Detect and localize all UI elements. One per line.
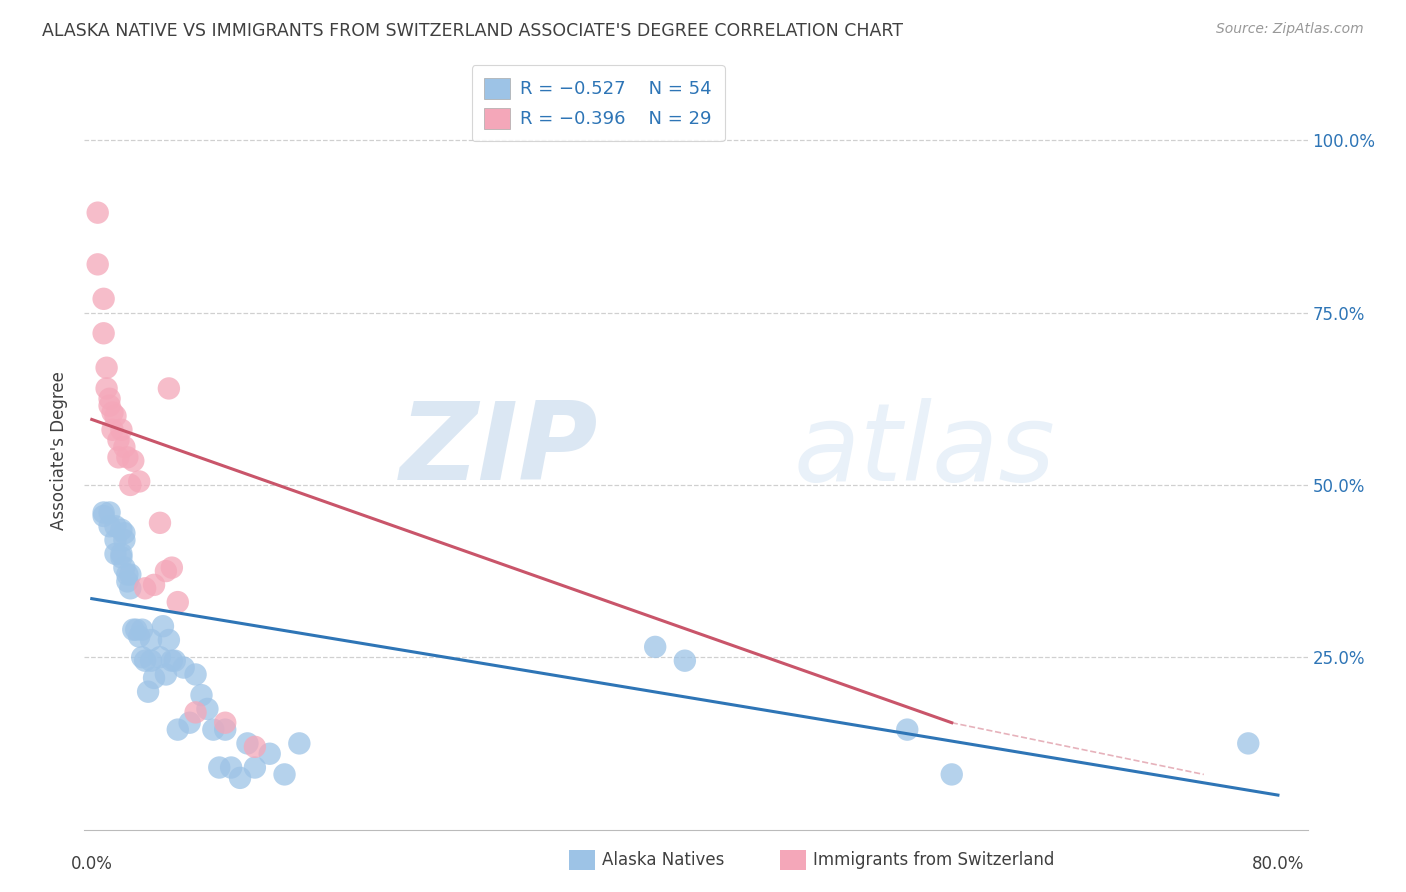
Point — [155, 564, 177, 578]
Point — [112, 440, 135, 454]
Point — [896, 723, 918, 737]
Text: Source: ZipAtlas.com: Source: ZipAtlas.com — [1216, 22, 1364, 37]
Point — [197, 702, 219, 716]
Point — [120, 582, 142, 596]
Point — [117, 450, 139, 465]
Point — [110, 547, 132, 561]
Point — [273, 767, 295, 781]
Point — [160, 560, 183, 574]
Point — [86, 257, 108, 271]
Point — [143, 578, 166, 592]
Point — [190, 688, 212, 702]
Point — [173, 660, 195, 674]
Point — [160, 654, 183, 668]
Point — [134, 654, 156, 668]
Point — [163, 654, 186, 668]
Point — [208, 760, 231, 774]
Point — [1237, 736, 1260, 750]
Point — [149, 516, 172, 530]
Text: 0.0%: 0.0% — [70, 855, 112, 872]
Point — [112, 533, 135, 547]
Point — [122, 454, 145, 468]
Point — [125, 623, 148, 637]
Point — [101, 406, 124, 420]
Point — [157, 381, 180, 395]
Point — [157, 633, 180, 648]
Point — [166, 723, 188, 737]
Point — [941, 767, 963, 781]
Point — [179, 715, 201, 730]
Point — [214, 723, 236, 737]
Point — [104, 547, 127, 561]
Point — [120, 567, 142, 582]
Point — [202, 723, 225, 737]
Legend: R = −0.527    N = 54, R = −0.396    N = 29: R = −0.527 N = 54, R = −0.396 N = 29 — [471, 65, 724, 141]
Text: atlas: atlas — [794, 398, 1056, 503]
Point — [96, 381, 118, 395]
Point — [136, 684, 159, 698]
Point — [110, 523, 132, 537]
Point — [120, 478, 142, 492]
Point — [112, 526, 135, 541]
Y-axis label: Associate's Degree: Associate's Degree — [51, 371, 69, 530]
Point — [184, 667, 207, 681]
Point — [152, 619, 174, 633]
Point — [149, 650, 172, 665]
Point — [96, 360, 118, 375]
Point — [166, 595, 188, 609]
Point — [184, 706, 207, 720]
Point — [243, 760, 266, 774]
Point — [128, 475, 150, 489]
Text: 80.0%: 80.0% — [1251, 855, 1305, 872]
Point — [134, 582, 156, 596]
Point — [131, 623, 153, 637]
Point — [98, 392, 121, 406]
Point — [117, 574, 139, 589]
Point — [107, 450, 129, 465]
Point — [112, 560, 135, 574]
Text: ALASKA NATIVE VS IMMIGRANTS FROM SWITZERLAND ASSOCIATE'S DEGREE CORRELATION CHAR: ALASKA NATIVE VS IMMIGRANTS FROM SWITZER… — [42, 22, 903, 40]
Point — [243, 739, 266, 754]
Point — [214, 715, 236, 730]
Point — [117, 567, 139, 582]
Point — [128, 630, 150, 644]
Point — [110, 423, 132, 437]
Point — [259, 747, 281, 761]
Point — [236, 736, 259, 750]
Point — [98, 399, 121, 413]
Point — [110, 550, 132, 565]
Point — [288, 736, 311, 750]
Point — [93, 292, 115, 306]
Point — [219, 760, 242, 774]
Text: Alaska Natives: Alaska Natives — [602, 851, 724, 869]
Point — [673, 654, 696, 668]
Point — [644, 640, 666, 654]
Point — [107, 433, 129, 447]
Point — [86, 205, 108, 219]
Point — [104, 409, 127, 423]
Point — [122, 623, 145, 637]
Point — [155, 667, 177, 681]
FancyBboxPatch shape — [569, 850, 595, 870]
Point — [93, 326, 115, 341]
Point — [143, 671, 166, 685]
Point — [93, 506, 115, 520]
Point — [104, 533, 127, 547]
Point — [229, 771, 252, 785]
Point — [93, 508, 115, 523]
Text: Immigrants from Switzerland: Immigrants from Switzerland — [813, 851, 1054, 869]
Point — [98, 519, 121, 533]
Point — [139, 633, 162, 648]
Point — [104, 519, 127, 533]
Point — [98, 506, 121, 520]
FancyBboxPatch shape — [780, 850, 806, 870]
Point — [101, 423, 124, 437]
Point — [131, 650, 153, 665]
Text: ZIP: ZIP — [399, 398, 598, 503]
Point — [139, 654, 162, 668]
